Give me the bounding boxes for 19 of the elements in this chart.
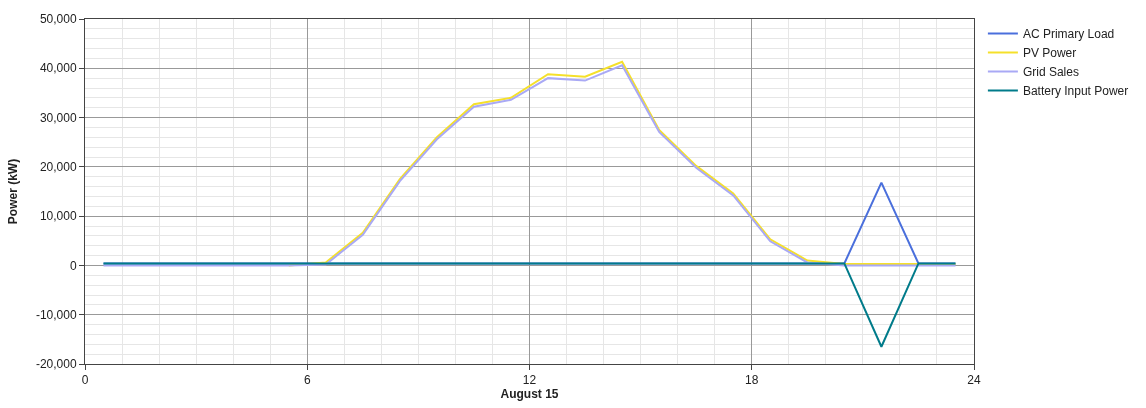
y-tick-label: -10,000 (35, 307, 77, 322)
legend-label: AC Primary Load (1022, 27, 1115, 42)
legend-label: PV Power (1022, 46, 1077, 61)
legend-label: Battery Input Power (1022, 84, 1129, 99)
y-tick-label: 10,000 (39, 209, 77, 224)
x-tick-label: 6 (303, 373, 311, 388)
x-tick-label: 18 (745, 373, 759, 388)
y-tick-label: -20,000 (35, 357, 77, 372)
x-tick-label: 24 (967, 373, 981, 388)
x-axis-title: August 15 (500, 387, 559, 402)
y-axis-title: Power (kW) (6, 158, 21, 225)
x-tick-label: 0 (81, 373, 89, 388)
legend-label: Grid Sales (1022, 65, 1079, 80)
y-tick-label: 0 (69, 258, 77, 273)
y-tick-label: 20,000 (39, 160, 77, 175)
x-tick-label: 12 (522, 373, 537, 388)
y-tick-label: 50,000 (39, 12, 77, 27)
y-tick-label: 30,000 (39, 110, 77, 125)
y-tick-label: 40,000 (39, 61, 77, 76)
